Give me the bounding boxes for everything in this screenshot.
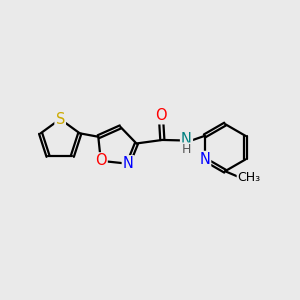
Text: N: N <box>199 152 210 167</box>
Text: N: N <box>123 156 134 171</box>
Text: O: O <box>95 153 106 168</box>
Text: CH₃: CH₃ <box>238 171 261 184</box>
Text: N: N <box>181 132 192 147</box>
Text: H: H <box>182 143 191 157</box>
Text: O: O <box>155 108 167 123</box>
Text: S: S <box>56 112 65 127</box>
